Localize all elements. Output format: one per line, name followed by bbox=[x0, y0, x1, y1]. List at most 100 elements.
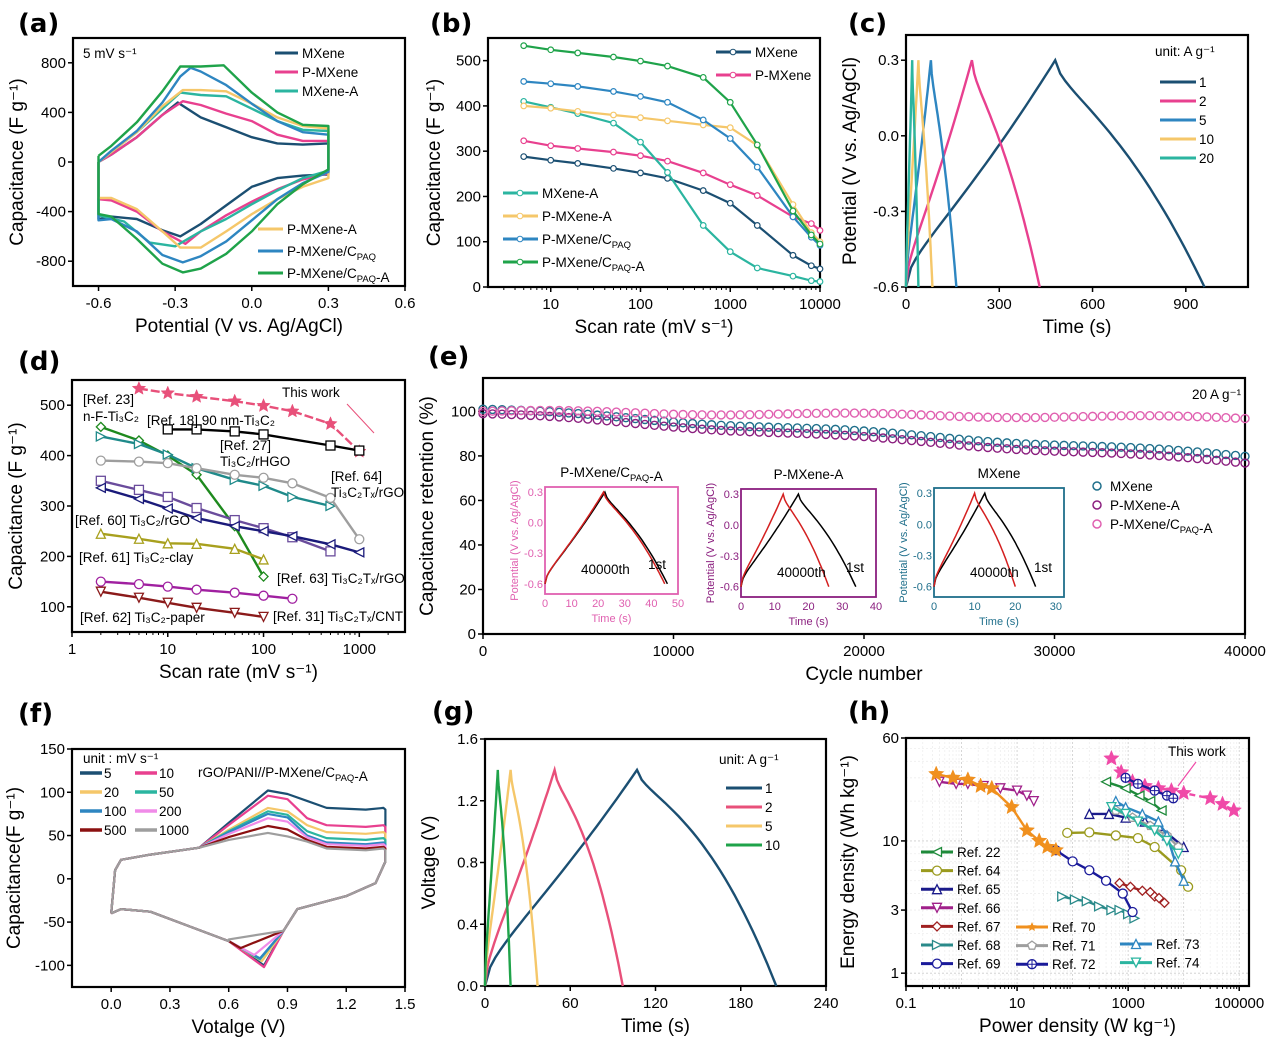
retention-point bbox=[764, 427, 774, 438]
retention-point bbox=[897, 429, 907, 439]
inset-y-tick: -0.3 bbox=[720, 551, 739, 563]
data-point bbox=[227, 393, 243, 408]
legend-label: P-MXene-A bbox=[1110, 498, 1180, 513]
retention-point bbox=[592, 415, 602, 425]
retention-point bbox=[1173, 411, 1184, 421]
y-tick-label: 150 bbox=[40, 741, 65, 758]
legend-label: P-MXene bbox=[755, 68, 811, 83]
retention-point bbox=[1021, 412, 1031, 423]
retention-point bbox=[497, 406, 507, 416]
inset-title: P-MXene-A bbox=[774, 467, 844, 482]
y-tick-label: 1.6 bbox=[457, 731, 478, 748]
y-axis-label: Capacitance (F g⁻¹) bbox=[424, 79, 445, 246]
retention-point bbox=[706, 425, 717, 435]
retention-point bbox=[868, 426, 879, 437]
data-point bbox=[816, 227, 824, 234]
data-point bbox=[1132, 816, 1144, 828]
retention-point bbox=[659, 421, 669, 431]
data-point bbox=[1084, 865, 1095, 876]
x-tick-label: 1.2 bbox=[336, 996, 357, 1013]
y-axis-label: Capacitance(F g⁻¹) bbox=[4, 787, 25, 949]
legend-marker bbox=[729, 71, 737, 79]
legend-label: 10 bbox=[765, 838, 780, 853]
retention-point bbox=[964, 412, 974, 422]
retention-point bbox=[802, 428, 812, 439]
inset-x-tick: 0 bbox=[931, 601, 937, 613]
rate-line-p-mxene-a bbox=[523, 104, 821, 243]
retention-point bbox=[849, 425, 860, 436]
label-ref64: [Ref. 64] bbox=[331, 469, 382, 484]
y-axis-label: Voltage (V) bbox=[419, 816, 440, 910]
legend-label: P-MXene bbox=[302, 65, 358, 80]
retention-point bbox=[1059, 440, 1069, 451]
retention-point bbox=[1078, 447, 1088, 457]
retention-point bbox=[754, 422, 764, 432]
retention-point bbox=[687, 410, 698, 420]
x-axis-label: Potential (V vs. Ag/AgCl) bbox=[135, 316, 343, 337]
retention-point bbox=[745, 421, 755, 432]
retention-point bbox=[792, 428, 803, 439]
inset-p-mxene-c-paq-a: P-MXene/CPAQ-A 0 10 20 30 40 50 -0.6 -0.3 0.0 0.3 T… bbox=[509, 465, 684, 625]
retention-point bbox=[544, 411, 555, 422]
retention-point bbox=[687, 423, 698, 434]
retention-point bbox=[1164, 451, 1174, 461]
cv-curve-p-mxene-c-paq-a bbox=[97, 64, 330, 274]
panel-f-chart: 0.0 0.3 0.6 0.9 1.2 1.5 -100 -50 0 50 100 150 Votalg… bbox=[4, 741, 415, 1038]
retention-point bbox=[745, 427, 755, 437]
panel-label-b: (b) bbox=[430, 9, 472, 39]
cv-curve-5 bbox=[110, 789, 387, 967]
legend-marker bbox=[1130, 957, 1142, 969]
label-ref62: [Ref. 62] Ti₃C₂-paper bbox=[80, 610, 205, 625]
data-point bbox=[637, 152, 644, 160]
data-point bbox=[95, 586, 107, 598]
inset-x-tick: 0 bbox=[738, 601, 744, 613]
legend-label: Ref. 72 bbox=[1052, 957, 1096, 972]
inset-y-tick: -0.6 bbox=[524, 579, 543, 591]
data-point bbox=[325, 500, 337, 512]
retention-point bbox=[1145, 450, 1155, 460]
legend-label: 1 bbox=[1199, 75, 1207, 90]
retention-point bbox=[1116, 448, 1126, 459]
y-axis-label: Potential (V vs. Ag/AgCl) bbox=[840, 57, 861, 265]
x-tick-label: 0 bbox=[902, 296, 910, 313]
retention-point bbox=[1040, 446, 1050, 456]
plot-frame bbox=[904, 33, 1250, 289]
legend-label: P-MXene/CPAQ-A bbox=[542, 255, 645, 274]
data-point bbox=[286, 530, 298, 542]
legend-label: 500 bbox=[104, 823, 127, 838]
retention-point bbox=[535, 405, 545, 416]
data-point bbox=[547, 80, 555, 88]
retention-point bbox=[945, 439, 955, 449]
retention-point bbox=[1145, 410, 1155, 421]
retention-point bbox=[1002, 444, 1012, 454]
gcd-1st-cycle bbox=[740, 492, 857, 588]
retention-point bbox=[602, 411, 612, 421]
retention-point bbox=[564, 405, 574, 416]
scan-rate-annotation: 5 mV s⁻¹ bbox=[83, 46, 137, 61]
retention-point bbox=[830, 424, 841, 435]
legend-marker bbox=[1092, 519, 1102, 529]
legend-marker bbox=[729, 48, 737, 56]
data-point bbox=[258, 571, 269, 582]
retention-point bbox=[821, 424, 831, 434]
retention-point bbox=[764, 422, 774, 432]
retention-point bbox=[868, 408, 879, 419]
x-tick-label: 0.9 bbox=[277, 996, 298, 1013]
label-this-work: This work bbox=[282, 385, 340, 400]
retention-point bbox=[1164, 445, 1174, 455]
retention-point bbox=[1040, 412, 1050, 423]
retention-point bbox=[1202, 412, 1212, 422]
data-point bbox=[547, 156, 555, 164]
data-point bbox=[133, 484, 145, 496]
label-ref18: [Ref. 18] 90 nm-Ti₃C₂ bbox=[147, 413, 275, 428]
legend-label: 10 bbox=[159, 766, 174, 781]
retention-point bbox=[1135, 410, 1145, 421]
x-axis-label: Time (s) bbox=[1043, 317, 1112, 338]
legend-marker bbox=[931, 865, 943, 876]
legend-label: MXene bbox=[302, 46, 345, 61]
retention-point bbox=[1106, 442, 1117, 452]
inset-x-label: Time (s) bbox=[592, 613, 632, 625]
retention-point bbox=[697, 410, 707, 420]
retention-point bbox=[697, 419, 707, 429]
data-point-cross bbox=[1168, 793, 1178, 803]
